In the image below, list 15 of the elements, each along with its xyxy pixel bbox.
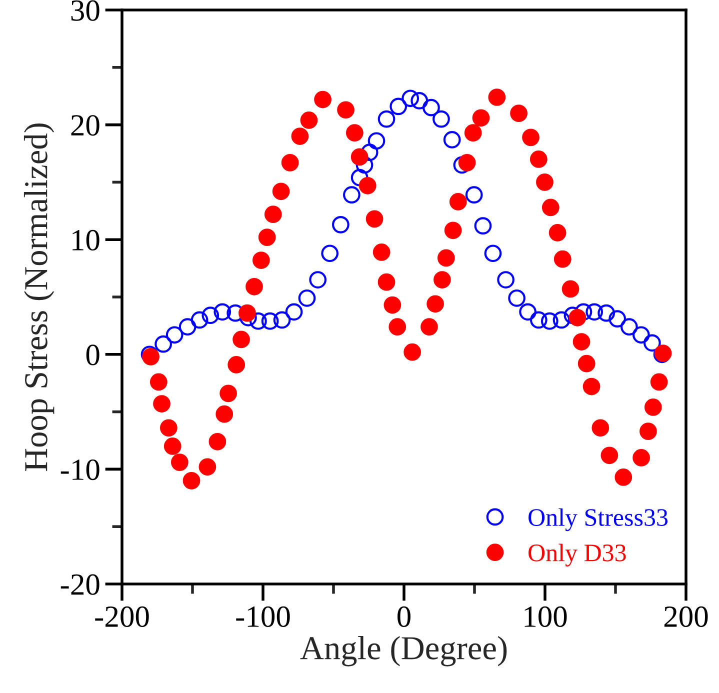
- y-tick-label: 20: [71, 115, 100, 136]
- x-tick-label: 0: [398, 606, 410, 628]
- x-axis-title: Angle (Degree): [300, 636, 507, 666]
- y-tick-label: 30: [71, 0, 100, 21]
- y-axis-title: Hoop Stress (Normalized): [24, 124, 54, 472]
- legend-label: Only Stress33: [528, 508, 668, 532]
- x-tick-label: -100: [236, 606, 290, 628]
- legend-label: Only D33: [528, 544, 626, 566]
- x-tick-label: -200: [95, 606, 149, 628]
- y-tick-label: -10: [60, 459, 100, 480]
- y-tick-label: 0: [86, 344, 100, 366]
- y-tick-label: -20: [60, 574, 100, 595]
- x-tick-label: 100: [524, 606, 567, 628]
- y-tick-label: 10: [72, 230, 100, 250]
- x-tick-label: 200: [664, 606, 708, 628]
